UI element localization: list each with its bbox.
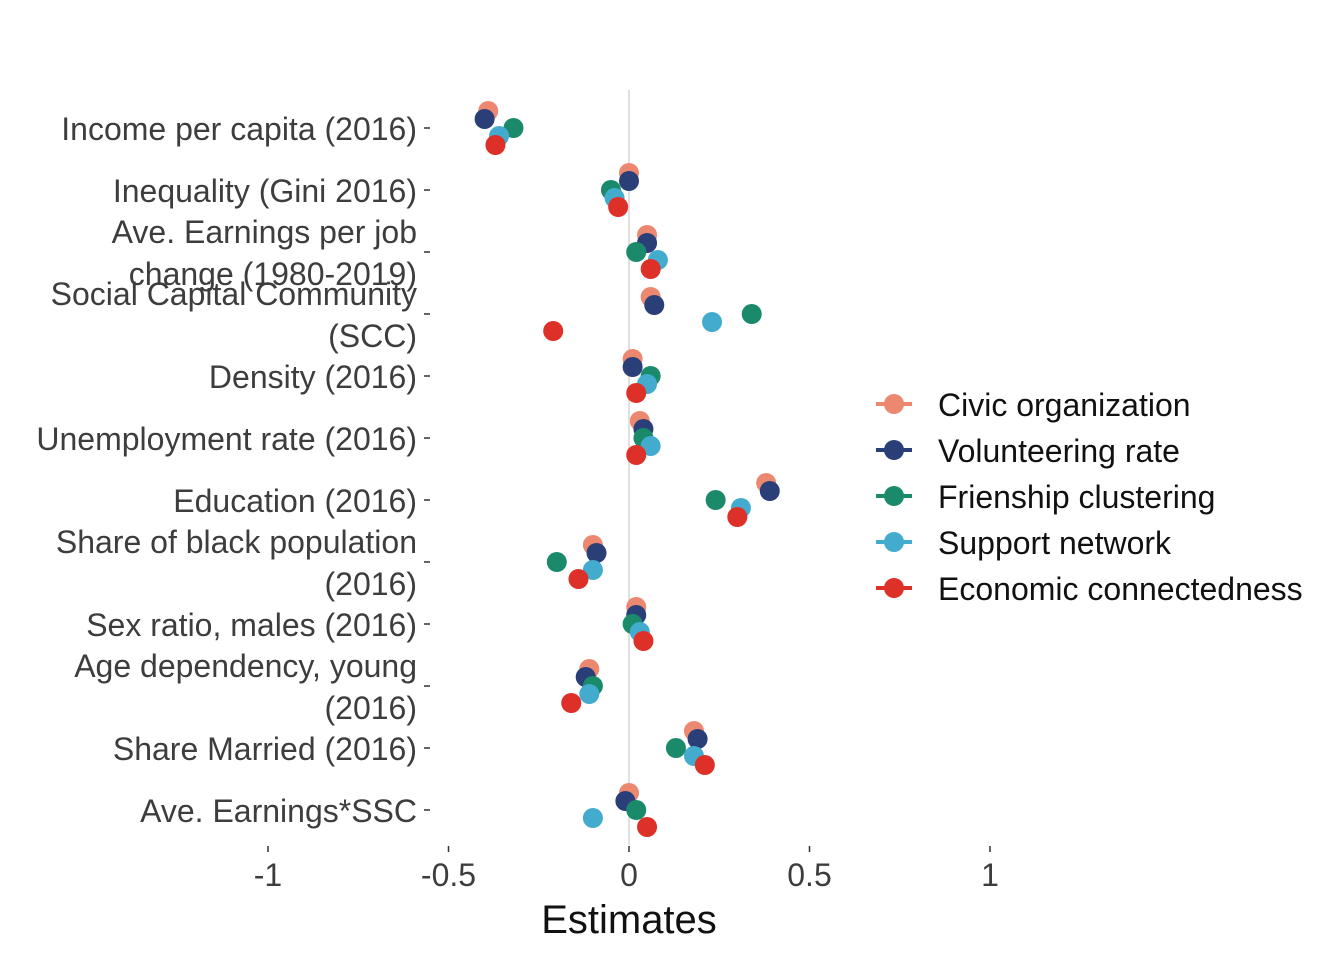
legend-label: Volunteering rate bbox=[938, 433, 1180, 469]
legend-label: Support network bbox=[938, 525, 1172, 561]
legend-label: Economic connectedness bbox=[938, 571, 1303, 607]
legend-marker bbox=[884, 532, 904, 552]
legend-item: Support network bbox=[876, 525, 1172, 561]
legend-label: Civic organization bbox=[938, 387, 1191, 423]
y-tick-label: Sex ratio, males (2016) bbox=[86, 607, 417, 643]
data-point bbox=[640, 436, 661, 456]
series-3 bbox=[489, 126, 751, 828]
data-point bbox=[759, 481, 780, 501]
y-tick-label: Social Capital Community (SCC) bbox=[51, 276, 417, 354]
y-tick-label: Income per capita (2016) bbox=[61, 111, 417, 147]
legend-marker bbox=[884, 394, 904, 414]
data-point bbox=[640, 259, 661, 279]
data-point bbox=[626, 242, 647, 262]
series-2 bbox=[503, 118, 762, 820]
y-tick-label: Ave. Earnings per job change (1980-2019) bbox=[112, 214, 417, 292]
data-point bbox=[485, 135, 506, 155]
legend-marker bbox=[884, 578, 904, 598]
data-point bbox=[586, 543, 607, 563]
legend-item: Civic organization bbox=[876, 387, 1191, 423]
y-tick-label: Share of black population (2016) bbox=[56, 524, 417, 602]
data-point bbox=[579, 684, 600, 704]
data-point bbox=[546, 552, 567, 572]
legend-item: Frienship clustering bbox=[876, 479, 1215, 515]
data-point bbox=[622, 357, 643, 377]
legend-label: Frienship clustering bbox=[938, 479, 1215, 515]
y-tick-label: Ave. Earnings*SSC bbox=[140, 793, 417, 829]
x-tick-label: 1 bbox=[981, 857, 999, 893]
data-point bbox=[727, 507, 748, 527]
legend-marker bbox=[884, 486, 904, 506]
data-point bbox=[543, 321, 564, 341]
data-point bbox=[644, 295, 665, 315]
data-point bbox=[626, 800, 647, 820]
plot-area bbox=[474, 90, 780, 845]
data-point bbox=[694, 755, 715, 775]
y-tick-label: Inequality (Gini 2016) bbox=[113, 173, 417, 209]
series-1 bbox=[474, 109, 780, 811]
x-tick-label: 0.5 bbox=[787, 857, 831, 893]
legend: Civic organization Volunteering rate Frien… bbox=[876, 387, 1303, 607]
data-point bbox=[474, 109, 495, 129]
y-tick-label: Density (2016) bbox=[209, 359, 417, 395]
data-point bbox=[705, 490, 726, 510]
data-point bbox=[665, 738, 686, 758]
y-axis: Income per capita (2016) Inequality (Gini… bbox=[36, 111, 430, 829]
data-point bbox=[741, 304, 762, 324]
legend-item: Economic connectedness bbox=[876, 571, 1303, 607]
x-tick-label: -0.5 bbox=[421, 857, 476, 893]
x-tick-label: -1 bbox=[254, 857, 282, 893]
data-point bbox=[608, 197, 629, 217]
legend-item: Volunteering rate bbox=[876, 433, 1180, 469]
y-tick-label: Education (2016) bbox=[173, 483, 417, 519]
data-point bbox=[619, 171, 639, 191]
data-point bbox=[582, 560, 603, 580]
data-point bbox=[687, 729, 708, 749]
x-axis: -1 -0.5 0 0.5 1 bbox=[254, 846, 999, 893]
series-4 bbox=[485, 135, 748, 837]
y-tick-label: Unemployment rate (2016) bbox=[36, 421, 417, 457]
x-axis-title: Estimates bbox=[541, 898, 717, 942]
data-point bbox=[568, 569, 589, 589]
y-tick-label: Share Married (2016) bbox=[113, 731, 417, 767]
x-tick-label: 0 bbox=[620, 857, 638, 893]
data-point bbox=[633, 631, 654, 651]
data-point bbox=[561, 693, 582, 713]
data-point bbox=[582, 808, 603, 828]
legend-marker bbox=[884, 440, 904, 460]
data-point bbox=[626, 445, 647, 465]
data-point bbox=[702, 312, 723, 332]
data-point bbox=[637, 817, 658, 837]
y-tick-label: Age dependency, young (2016) bbox=[74, 648, 417, 726]
data-point bbox=[626, 383, 647, 403]
